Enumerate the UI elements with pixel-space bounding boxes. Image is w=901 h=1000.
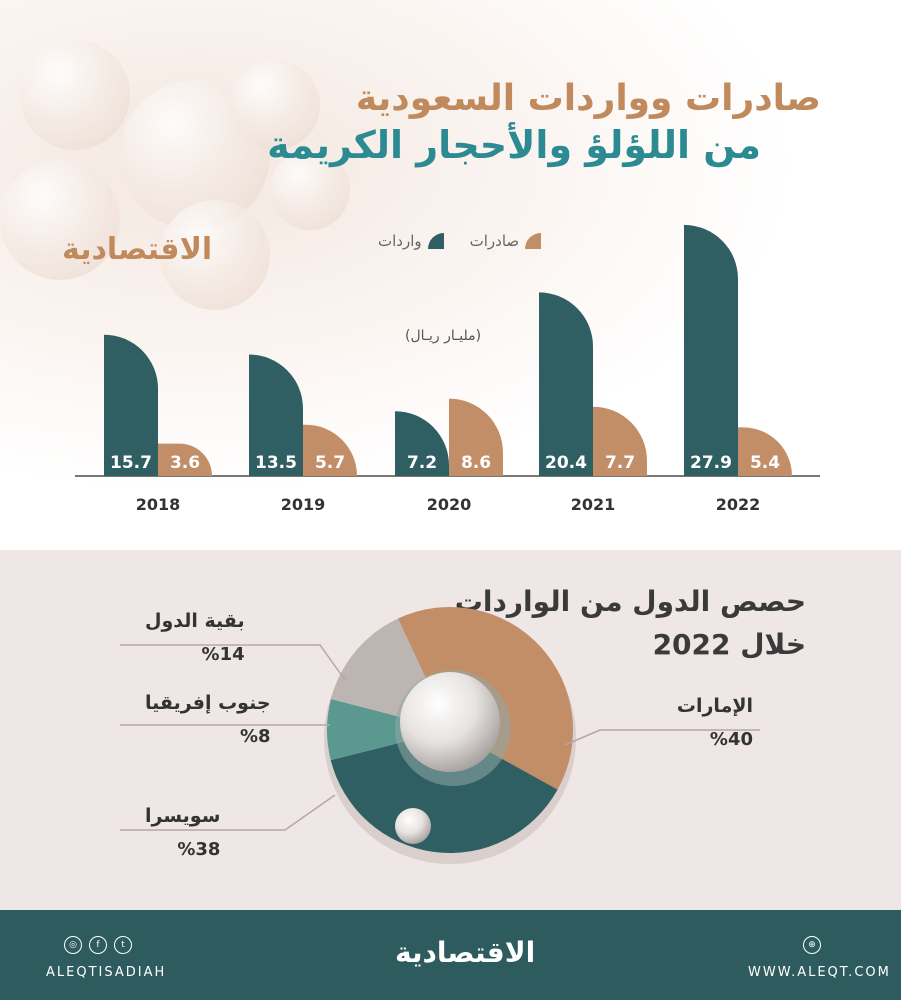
bar-imports: [104, 334, 158, 476]
pie-label-pct: %38: [177, 839, 221, 860]
chart-legend: صادرات واردات: [378, 232, 542, 250]
bar-chart: 15.7 3.6 2018 13.5 5.7 2019 7.2 8.6 2020 20.4 7.7 2…: [75, 224, 820, 514]
bar-exports: [449, 398, 503, 476]
x-tick-label: 2020: [427, 495, 472, 514]
x-tick-label: 2021: [571, 495, 616, 514]
page-subtitle: من اللؤلؤ والأحجار الكريمة: [267, 123, 761, 167]
leader-line: [120, 644, 346, 681]
x-tick-label: 2019: [281, 495, 326, 514]
pie-label-pct: %8: [239, 726, 271, 747]
facebook-icon[interactable]: f: [89, 936, 107, 954]
bar-imports: [249, 354, 303, 476]
twitter-icon[interactable]: t: [114, 936, 132, 954]
pie-slice: [326, 698, 450, 761]
pearl-decoration: [270, 150, 350, 230]
pearl-decoration: [400, 672, 500, 772]
bar-exports: [303, 424, 357, 476]
pie-title: حصص الدول من الواردات: [454, 585, 806, 618]
data-label-exports: 5.4: [750, 453, 780, 473]
page-title: صادرات وواردات السعودية: [355, 78, 821, 119]
pie-chart: [120, 607, 760, 864]
pie-slice: [330, 730, 558, 854]
data-label-exports: 8.6: [461, 453, 491, 473]
pie-label-switzerland: سويسرا %38: [145, 805, 220, 860]
pie-label-pct: %14: [201, 644, 245, 665]
data-label-exports: 3.6: [170, 453, 200, 473]
instagram-icon[interactable]: ◎: [64, 936, 82, 954]
data-label-imports: 20.4: [545, 453, 587, 473]
pie-subtitle: خلال 2022: [652, 628, 806, 661]
legend-exports-swatch: [525, 233, 542, 249]
pie-label-pct: %40: [709, 729, 753, 750]
bar-imports: [684, 224, 738, 476]
bar-exports: [158, 443, 212, 476]
pearl-decoration: [230, 60, 320, 150]
data-label-exports: 5.7: [315, 453, 345, 473]
footer-brand-logo: الاقتصادية: [395, 936, 536, 969]
pie-label-others: بقية الدول %14: [145, 610, 245, 665]
globe-icon[interactable]: ⊕: [803, 936, 821, 954]
pearl-decoration: [160, 200, 270, 310]
legend-imports-swatch: [427, 233, 444, 249]
pie-label-south-africa: جنوب إفريقيا %8: [145, 692, 271, 747]
x-tick-label: 2018: [136, 495, 181, 514]
bar-exports: [738, 427, 792, 476]
data-label-imports: 7.2: [407, 453, 437, 473]
data-label-imports: 15.7: [110, 453, 152, 473]
bar-imports: [539, 292, 593, 476]
footer: [0, 910, 901, 1000]
pie-label-name: الإمارات: [676, 695, 753, 717]
data-label-imports: 27.9: [690, 453, 732, 473]
footer-website[interactable]: WWW.ALEQT.COM: [748, 965, 891, 980]
pearl-decoration: [0, 160, 120, 280]
pie-label-name: سويسرا: [145, 805, 221, 827]
leader-line: [120, 794, 336, 831]
bar-imports: [395, 411, 449, 476]
data-label-exports: 7.7: [605, 453, 635, 473]
brand-logo: الاقتصادية: [62, 232, 213, 267]
pie-label-name: بقية الدول: [145, 610, 245, 632]
pearl-decoration: [20, 40, 130, 150]
legend-exports-label: صادرات: [469, 232, 520, 250]
pie-label-uae: الإمارات %40: [677, 695, 753, 750]
pie-label-name: جنوب إفريقيا: [145, 692, 271, 714]
legend-imports-label: واردات: [378, 232, 422, 250]
x-tick-label: 2022: [716, 495, 761, 514]
pearl-decoration: [395, 808, 431, 844]
leader-line: [564, 729, 760, 746]
footer-handle[interactable]: ALEQTISADIAH: [46, 965, 167, 980]
bar-exports: [593, 406, 647, 476]
data-label-imports: 13.5: [255, 453, 297, 473]
chart-unit: (مليـار ريـال): [405, 328, 482, 344]
